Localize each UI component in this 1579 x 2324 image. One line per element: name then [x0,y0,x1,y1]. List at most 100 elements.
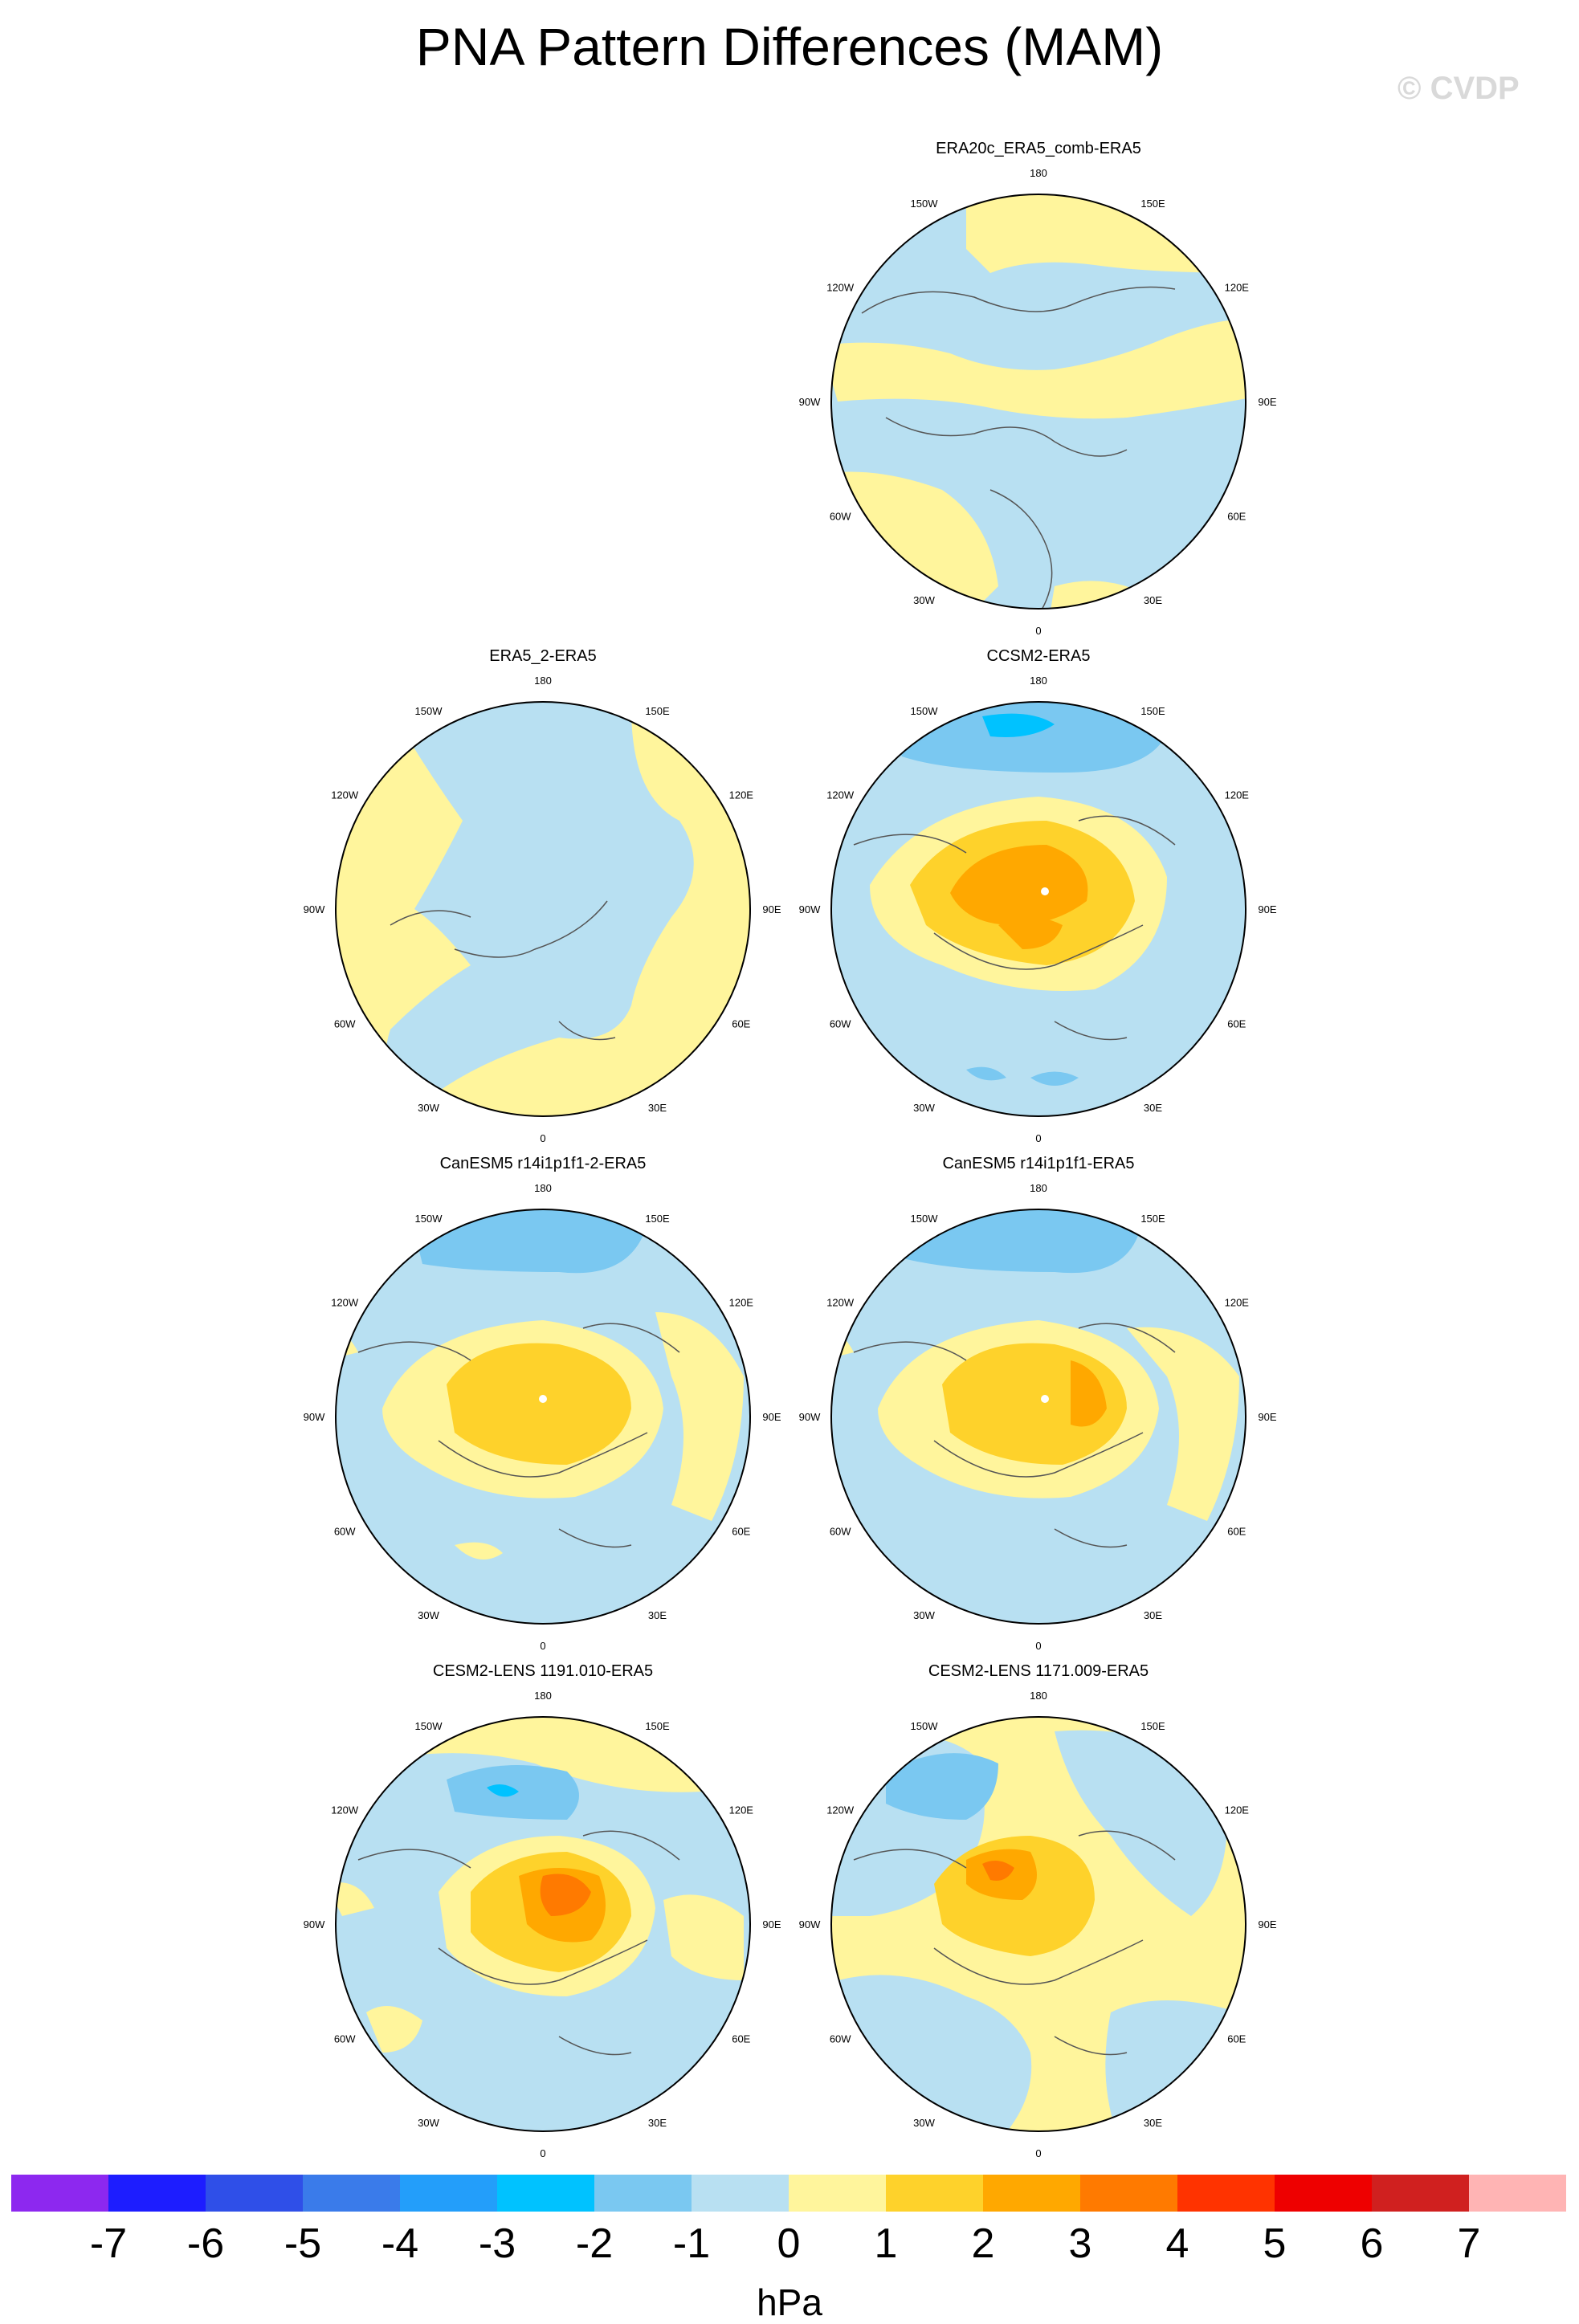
colorbar-swatch [594,2175,692,2212]
colorbar-swatch [886,2175,984,2212]
longitude-labels: 180 150E 120E 90E 60E 30E 0 30W 60W 90W 120W 150W [304,1182,781,1652]
polar-map: 180 150E 120E 90E 60E 30E 0 30W 60W 90W 120W 150W [799,675,1277,1144]
longitude-label: 120W [331,1297,359,1309]
map-panel-era5-2: ERA5_2-ERA5 180 150E 120E 90E 60E 30E 0 30W 60W 9… [294,647,792,1158]
coastline [357,1830,680,2056]
colorbar-tick-label: 0 [777,2220,801,2267]
map-panel-ccsm2: CCSM2-ERA5 180 150E 120E 90E 60E 30E 0 30W 60W 90… [790,647,1287,1158]
longitude-label: 150E [1140,198,1165,210]
field-pos-1 [366,2006,422,2053]
colorbar-tick-label: -7 [89,2220,128,2267]
colorbar-swatch [303,2175,401,2212]
longitude-label: 30E [1144,1609,1162,1621]
colorbar-tick-label: -4 [381,2220,419,2267]
coastline [853,815,1176,1041]
longitude-label: 60E [732,1526,750,1538]
colorbar-tick-label: -5 [284,2220,322,2267]
colorbar-tick-label: 6 [1360,2220,1384,2267]
colorbar-tick-label: -1 [672,2220,711,2267]
longitude-label: 150W [415,705,443,717]
longitude-label: 30E [648,2117,667,2129]
longitude-label: 180 [1030,1690,1047,1702]
longitude-label: 150E [645,1720,670,1732]
longitude-label: 60W [334,2033,356,2045]
colorbar-swatch [1469,2175,1566,2212]
panel-title: ERA5_2-ERA5 [489,647,597,665]
longitude-label: 120W [826,789,855,801]
longitude-label: 90E [762,1411,781,1423]
longitude-label: 150W [911,1213,939,1225]
longitude-label: 120W [331,1804,359,1816]
longitude-label: 60W [830,511,851,523]
longitude-label: 90W [799,1918,821,1931]
pole-marker [1041,887,1049,895]
map-border [335,701,751,1117]
longitude-label: 150E [1140,1213,1165,1225]
longitude-label: 60E [1227,511,1246,523]
longitude-label: 30E [1144,1102,1162,1114]
longitude-label: 60E [732,1018,750,1030]
panel-title: ERA20c_ERA5_comb-ERA5 [936,140,1141,157]
polar-map: 180 150E 120E 90E 60E 30E 0 30W 60W 90W 120W 150W [304,675,781,1144]
longitude-label: 150W [415,1720,443,1732]
longitude-label: 0 [1035,1640,1041,1652]
field-pos-1 [1127,1327,1239,1521]
map-border [830,1716,1246,2132]
colorbar-swatch [983,2175,1081,2212]
field-pos-1 [455,1542,503,1560]
colorbar-swatch [497,2175,595,2212]
field-neg-2 [966,1066,1079,1086]
colorbar-swatch [692,2175,790,2212]
polar-map: 180 150E 120E 90E 60E 30E 0 30W 60W 90W 120W 150W [799,1690,1277,2159]
colorbar-tick-label: 5 [1263,2220,1287,2267]
map-panel-era20c: ERA20c_ERA5_comb-ERA5 180 150E 120E 90E 60E 3… [790,140,1287,650]
colorbar-swatch [206,2175,304,2212]
map-panel-cesm2-1191: CESM2-LENS 1191.010-ERA5 180 150E 120E 90E 6… [294,1662,792,2173]
longitude-label: 90W [799,903,821,915]
longitude-label: 60E [1227,1018,1246,1030]
longitude-label: 90W [304,1918,325,1931]
longitude-label: 90E [762,1918,781,1931]
field-positive-region [831,319,1246,419]
polar-map: 180 150E 120E 90E 60E 30E 0 30W 60W 90W 120W 150W [799,167,1277,637]
panel-title: CCSM2-ERA5 [986,647,1091,665]
field-negative-region [386,702,694,1110]
colorbar-swatch [1177,2175,1275,2212]
panel-title: CESM2-LENS 1171.009-ERA5 [928,1662,1149,1680]
field-pos-2 [447,1343,631,1465]
longitude-label: 120E [1225,282,1250,294]
coastline [853,1323,1176,1548]
longitude-labels: 180 150E 120E 90E 60E 30E 0 30W 60W 90W 120W 150W [799,167,1277,637]
polar-map: 180 150E 120E 90E 60E 30E 0 30W 60W 90W 120W 150W [304,1182,781,1652]
longitude-label: 30W [418,2117,439,2129]
field-neg-2 [406,1209,647,1274]
field-neg-3 [487,1784,519,1797]
longitude-label: 150E [645,705,670,717]
longitude-label: 30E [648,1609,667,1621]
longitude-label: 0 [1035,1132,1041,1144]
longitude-label: 90W [799,396,821,408]
pole-marker [1041,1395,1049,1403]
longitude-label: 30W [913,1609,935,1621]
figure-title: PNA Pattern Differences (MAM) [415,17,1164,76]
longitude-label: 150W [415,1213,443,1225]
longitude-label: 180 [534,1690,552,1702]
colorbar-tick-label: -6 [186,2220,225,2267]
field-positive-region [966,194,1246,273]
longitude-label: 90W [304,903,325,915]
longitude-label: 60E [1227,1526,1246,1538]
longitude-label: 120E [729,789,754,801]
longitude-label: 30W [418,1609,439,1621]
colorbar-tick-label: 7 [1457,2220,1481,2267]
longitude-labels: 180 150E 120E 90E 60E 30E 0 30W 60W 90W 120W 150W [799,1182,1277,1652]
longitude-label: 30W [913,1102,935,1114]
field-neg-3 [982,713,1055,737]
coastline [357,1323,680,1548]
colorbar-swatch [1275,2175,1373,2212]
longitude-label: 180 [1030,1182,1047,1194]
field-pos-4 [540,1873,591,1916]
longitude-label: 120W [331,789,359,801]
longitude-label: 30E [648,1102,667,1114]
longitude-label: 0 [540,1640,545,1652]
longitude-labels: 180 150E 120E 90E 60E 30E 0 30W 60W 90W 120W 150W [304,675,781,1144]
